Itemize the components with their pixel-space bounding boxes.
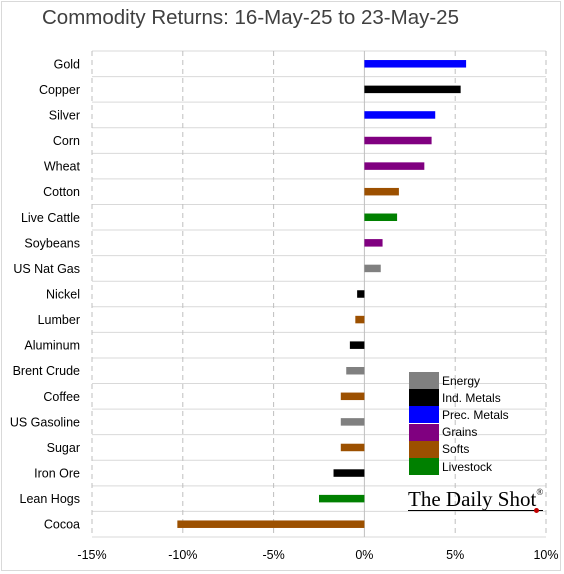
x-tick-label: -5% bbox=[262, 548, 284, 562]
chart-title: Commodity Returns: 16-May-25 to 23-May-2… bbox=[42, 6, 459, 29]
legend-swatch bbox=[409, 389, 439, 407]
legend-label: Grains bbox=[442, 425, 478, 440]
category-label: Corn bbox=[53, 134, 80, 148]
bar bbox=[364, 162, 425, 170]
legend-swatch bbox=[409, 423, 439, 441]
legend-label: Softs bbox=[442, 442, 470, 457]
chart-legend: Energy Ind. Metals Prec. Metals Grains Softs… bbox=[409, 372, 513, 476]
legend-swatch bbox=[409, 372, 439, 390]
category-label: Cocoa bbox=[44, 518, 80, 532]
category-label: Gold bbox=[54, 57, 80, 71]
x-tick-label: -10% bbox=[168, 548, 197, 562]
bar bbox=[346, 366, 365, 375]
bar bbox=[364, 239, 383, 247]
category-label: Nickel bbox=[46, 288, 80, 302]
brand-mark: ® bbox=[536, 487, 544, 497]
bar bbox=[364, 187, 399, 196]
legend-item: Ind. Metals bbox=[409, 389, 513, 407]
category-label: US Gasoline bbox=[10, 415, 80, 429]
category-label: Copper bbox=[39, 83, 80, 97]
category-label: Lean Hogs bbox=[20, 492, 80, 506]
legend-item: Prec. Metals bbox=[409, 406, 513, 424]
category-label: US Nat Gas bbox=[13, 262, 80, 276]
bar bbox=[340, 418, 365, 426]
legend-label: Prec. Metals bbox=[442, 407, 509, 422]
legend-swatch bbox=[409, 440, 439, 458]
legend-item: Energy bbox=[409, 372, 513, 390]
category-label: Coffee bbox=[43, 390, 80, 404]
category-label: Live Cattle bbox=[21, 211, 80, 225]
bar bbox=[364, 213, 398, 222]
bar bbox=[349, 341, 365, 349]
category-label: Sugar bbox=[47, 441, 80, 455]
x-tick-label: -15% bbox=[77, 548, 106, 562]
legend-item: Grains bbox=[409, 423, 513, 441]
category-label: Soybeans bbox=[24, 236, 80, 250]
category-label: Aluminum bbox=[24, 339, 80, 353]
category-label: Cotton bbox=[43, 185, 80, 199]
legend-swatch bbox=[409, 406, 439, 424]
legend-item: Livestock bbox=[409, 458, 513, 476]
category-label: Iron Ore bbox=[34, 467, 80, 481]
bar bbox=[364, 85, 461, 94]
brand-name: The Daily Shot bbox=[408, 487, 537, 511]
bar bbox=[177, 520, 365, 528]
x-tick-label: 10% bbox=[533, 548, 558, 562]
bar bbox=[355, 315, 365, 324]
bar bbox=[364, 264, 381, 273]
category-label: Wheat bbox=[44, 160, 81, 174]
legend-label: Energy bbox=[442, 373, 481, 388]
x-tick-label: 0% bbox=[355, 548, 373, 562]
bar bbox=[357, 290, 365, 298]
brand-dot-icon bbox=[534, 508, 539, 513]
bar bbox=[340, 443, 365, 452]
bar bbox=[340, 392, 365, 401]
bar bbox=[364, 136, 432, 145]
category-label: Lumber bbox=[38, 313, 80, 327]
legend-label: Ind. Metals bbox=[442, 390, 501, 405]
legend-label: Livestock bbox=[442, 459, 493, 474]
x-tick-label: 5% bbox=[446, 548, 464, 562]
bar bbox=[333, 469, 365, 477]
bar bbox=[364, 111, 436, 119]
category-label: Brent Crude bbox=[13, 364, 80, 378]
bar bbox=[319, 494, 365, 503]
brand-logo: The Daily Shot® bbox=[408, 487, 544, 511]
legend-item: Softs bbox=[409, 440, 513, 458]
legend-swatch bbox=[409, 458, 439, 476]
category-label: Silver bbox=[49, 108, 80, 122]
bar bbox=[364, 60, 467, 68]
